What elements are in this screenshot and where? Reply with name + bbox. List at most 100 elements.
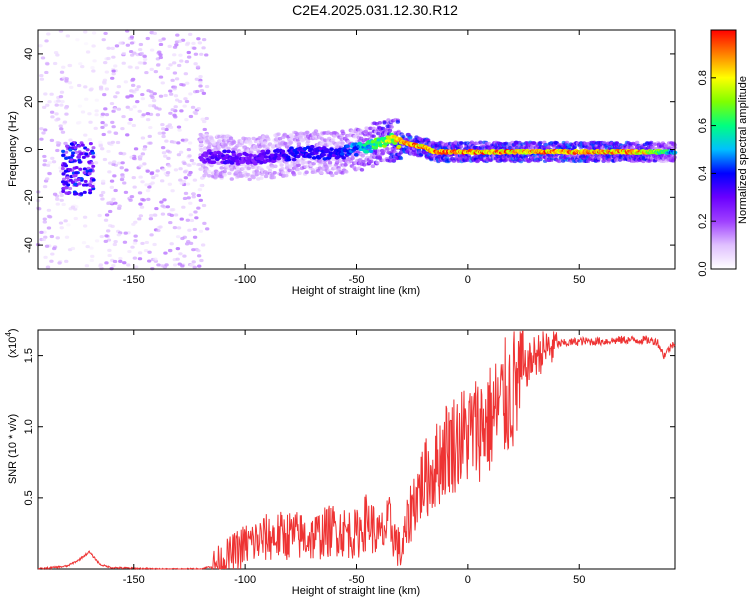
heatmap-cell [231, 140, 237, 145]
heatmap-cell [321, 152, 326, 157]
heatmap-cell [178, 252, 183, 256]
heatmap-cell [132, 241, 138, 245]
heatmap-cell [188, 201, 193, 205]
heatmap-cell [361, 159, 366, 164]
heatmap-cell [196, 106, 201, 111]
heatmap-cell [104, 261, 109, 265]
heatmap-cell [251, 175, 256, 180]
heatmap-cell [111, 125, 116, 129]
heatmap-cell [284, 173, 289, 178]
heatmap-cell [59, 226, 64, 230]
heatmap-cell [179, 59, 184, 63]
heatmap-cell [227, 171, 232, 176]
heatmap-cell [172, 140, 177, 144]
heatmap-cell [113, 239, 118, 244]
heatmap-cell [271, 159, 277, 163]
heatmap-cell [391, 158, 397, 163]
heatmap-cell [229, 167, 234, 172]
heatmap-cell [311, 156, 317, 160]
heatmap-cell [194, 77, 200, 81]
heatmap-cell [42, 163, 47, 167]
heatmap-cell [109, 179, 115, 183]
heatmap-cell [148, 217, 154, 221]
heatmap-cell [110, 140, 116, 144]
heatmap-cell [98, 144, 103, 148]
heatmap-cell [161, 168, 166, 172]
heatmap-cell [153, 70, 159, 74]
heatmap-cell [55, 202, 60, 206]
heatmap-cell [127, 121, 132, 125]
heatmap-cell [295, 154, 301, 159]
heatmap-cell [125, 95, 130, 99]
heatmap-cell [121, 114, 126, 119]
heatmap-cell [113, 95, 118, 99]
heatmap-cell [131, 175, 136, 180]
heatmap-cell [172, 45, 178, 49]
heatmap-cell [307, 154, 312, 159]
heatmap-cell [61, 65, 66, 69]
heatmap-cell [55, 148, 60, 153]
heatmap-cell [204, 84, 210, 89]
heatmap-cell [191, 162, 197, 166]
heatmap-cell [53, 50, 59, 55]
heatmap-cell [163, 93, 168, 98]
heatmap-cell [128, 117, 133, 122]
heatmap-cell [279, 163, 284, 167]
heatmap-cell [226, 149, 232, 154]
heatmap-cell [43, 128, 48, 132]
heatmap-cell [127, 249, 132, 254]
heatmap-cell [172, 85, 178, 89]
heatmap-cell [360, 154, 365, 158]
heatmap-cell [74, 150, 79, 154]
heatmap-cell [142, 147, 147, 151]
heatmap-cell [197, 41, 203, 45]
heatmap-cell [109, 101, 115, 106]
heatmap-cell [127, 65, 133, 69]
heatmap-cell [113, 64, 118, 68]
heatmap-cell [369, 159, 374, 164]
heatmap-cell [160, 204, 165, 208]
heatmap-cell [219, 166, 224, 170]
heatmap-cell [80, 110, 86, 114]
heatmap-cell [367, 145, 373, 150]
heatmap-cell [184, 99, 190, 104]
heatmap-cell [104, 213, 110, 217]
heatmap-cell [161, 134, 166, 139]
heatmap-cell [362, 162, 367, 167]
heatmap-cell [44, 244, 50, 248]
heatmap-cell [161, 131, 166, 135]
heatmap-cell [375, 160, 380, 165]
heatmap-cell [90, 182, 96, 186]
heatmap-cell [180, 236, 185, 241]
heatmap-cell [112, 259, 118, 264]
heatmap-cell [65, 34, 71, 38]
heatmap-cell [172, 53, 177, 57]
heatmap-cell [280, 166, 285, 171]
heatmap-cell [202, 221, 207, 225]
heatmap-cell [64, 186, 69, 190]
heatmap-cell [170, 189, 175, 193]
heatmap-cell [325, 149, 330, 154]
heatmap-cell [137, 109, 142, 113]
heatmap-cell [91, 155, 96, 159]
heatmap-cell [664, 144, 669, 149]
heatmap-cell [42, 184, 48, 189]
heatmap-cell [186, 55, 192, 59]
heatmap-cell [117, 204, 122, 208]
heatmap-cell [150, 181, 155, 185]
heatmap-cell [313, 129, 319, 133]
heatmap-cell [144, 183, 149, 187]
heatmap-cell [84, 97, 89, 101]
heatmap-cell [179, 109, 184, 113]
heatmap-cell [99, 234, 104, 239]
heatmap-cell [41, 131, 46, 135]
heatmap-cell [486, 141, 492, 146]
heatmap-cell [120, 175, 125, 179]
heatmap-cell [186, 163, 191, 167]
heatmap-cell [122, 240, 128, 244]
heatmap-cell [112, 174, 117, 178]
heatmap-cell [110, 46, 115, 50]
snr-multiplier-base: (x10 [7, 337, 19, 358]
x-tick-label: -50 [349, 574, 365, 586]
heatmap-cell [286, 157, 292, 162]
